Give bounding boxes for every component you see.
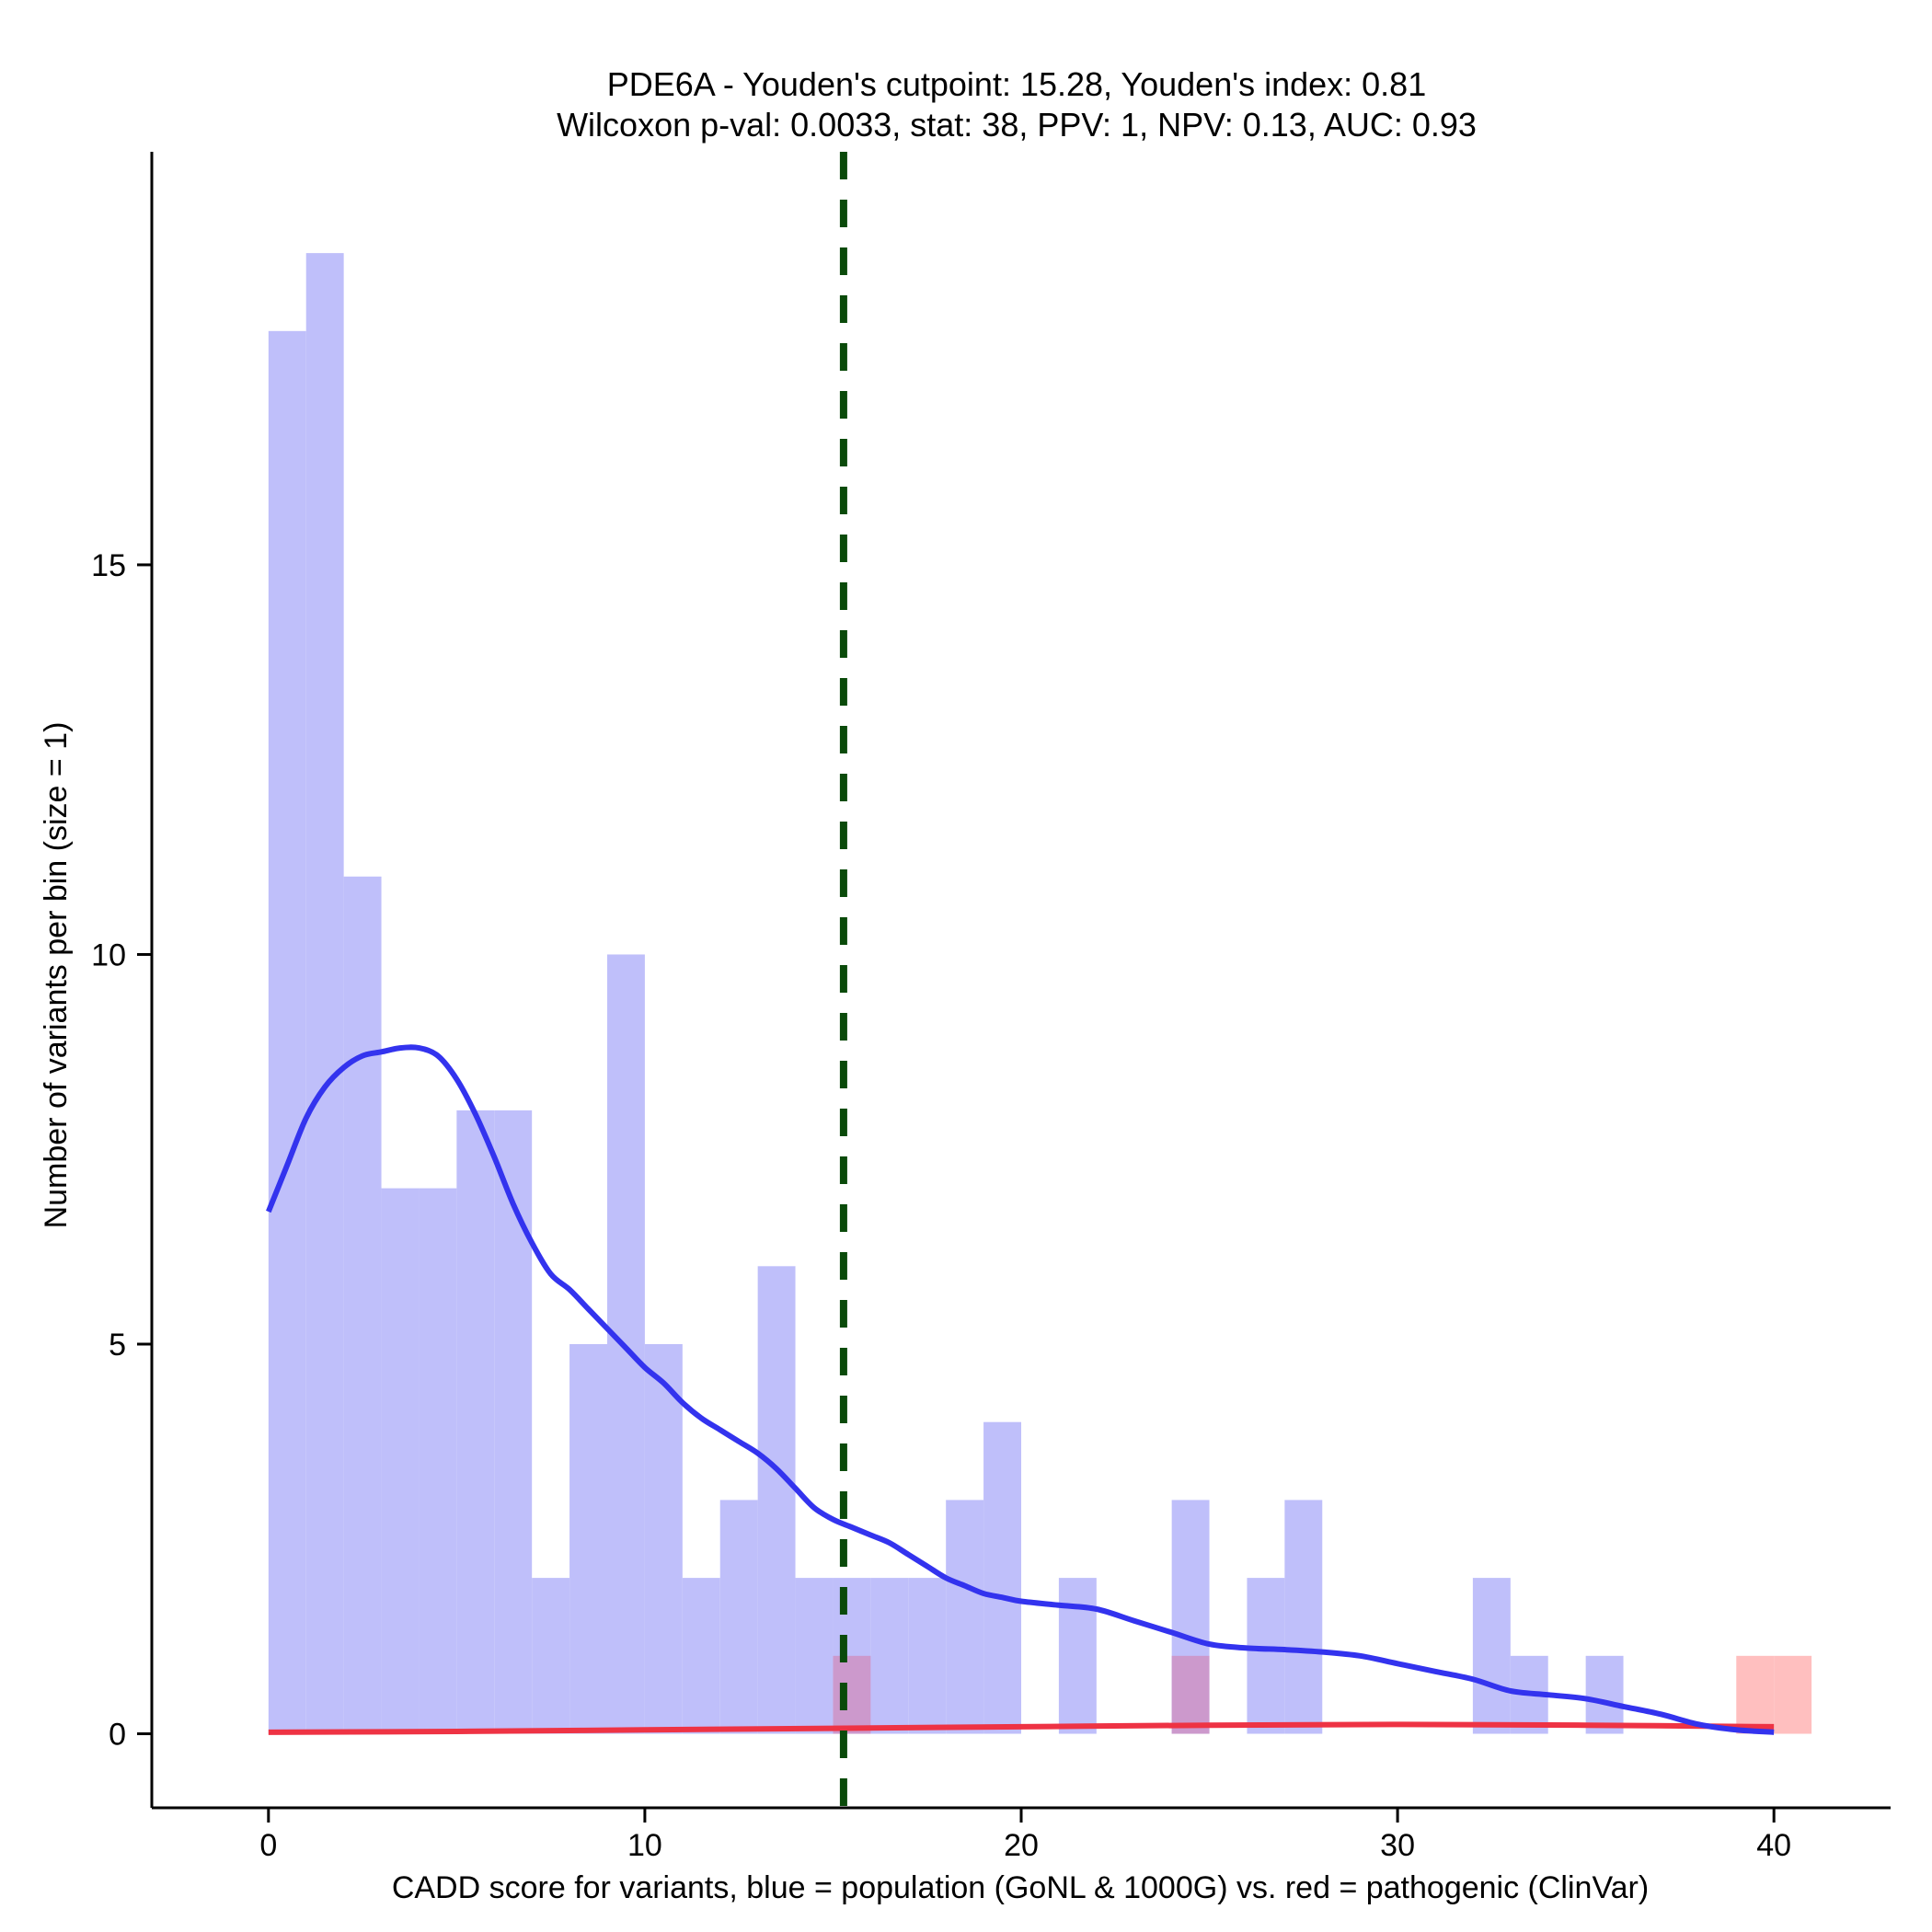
y-tick-label: 5 [109,1328,126,1363]
x-tick-label: 30 [1380,1828,1415,1863]
x-tick-label: 20 [1004,1828,1039,1863]
population-bar [644,1344,683,1734]
population-bars [268,253,1624,1734]
pathogenic-density-curve [268,1721,1775,1735]
population-density-curve [266,1044,1775,1735]
population-bar [494,1110,533,1734]
population-bar [908,1578,947,1734]
population-bar [870,1578,909,1734]
population-bar [795,1578,834,1734]
pathogenic-bar [1736,1655,1775,1734]
axes: 0 10 20 30 40 0 5 10 15 [91,152,1891,1863]
population-bar [305,253,344,1734]
y-tick-label: 0 [109,1718,126,1753]
population-bar [381,1188,420,1734]
population-bar [1472,1578,1511,1734]
y-axis-label: Number of variants per bin (size = 1) [39,722,74,1229]
population-bar [719,1500,758,1734]
population-bar [1284,1500,1323,1734]
population-bar [419,1188,457,1734]
population-bar [946,1500,984,1734]
pathogenic-bar [1774,1655,1812,1734]
y-tick-label: 10 [91,937,126,972]
population-bar [569,1344,607,1734]
population-bar [757,1266,796,1734]
population-bar [343,876,382,1734]
population-bar [682,1578,720,1734]
population-bar [456,1110,495,1734]
x-tick-label: 10 [627,1828,662,1863]
population-bar [1058,1578,1097,1734]
x-tick-label: 0 [259,1828,277,1863]
population-bar [1585,1655,1624,1734]
y-tick-label: 15 [91,548,126,583]
x-axis-label: CADD score for variants, blue = populati… [392,1870,1649,1905]
population-bar [268,330,306,1734]
pathogenic-bars [833,1655,1812,1734]
x-tick-label: 40 [1756,1828,1791,1863]
pathogenic-bar [1171,1655,1210,1734]
chart-title-line1: PDE6A - Youden's cutpoint: 15.28, Youden… [607,65,1426,103]
population-bar [1247,1578,1285,1734]
population-bar [532,1578,570,1734]
pathogenic-bar [833,1655,871,1734]
density-curves [266,1044,1775,1735]
population-bar [983,1421,1021,1734]
chart-title-line2: Wilcoxon p-val: 0.0033, stat: 38, PPV: 1… [557,106,1477,144]
